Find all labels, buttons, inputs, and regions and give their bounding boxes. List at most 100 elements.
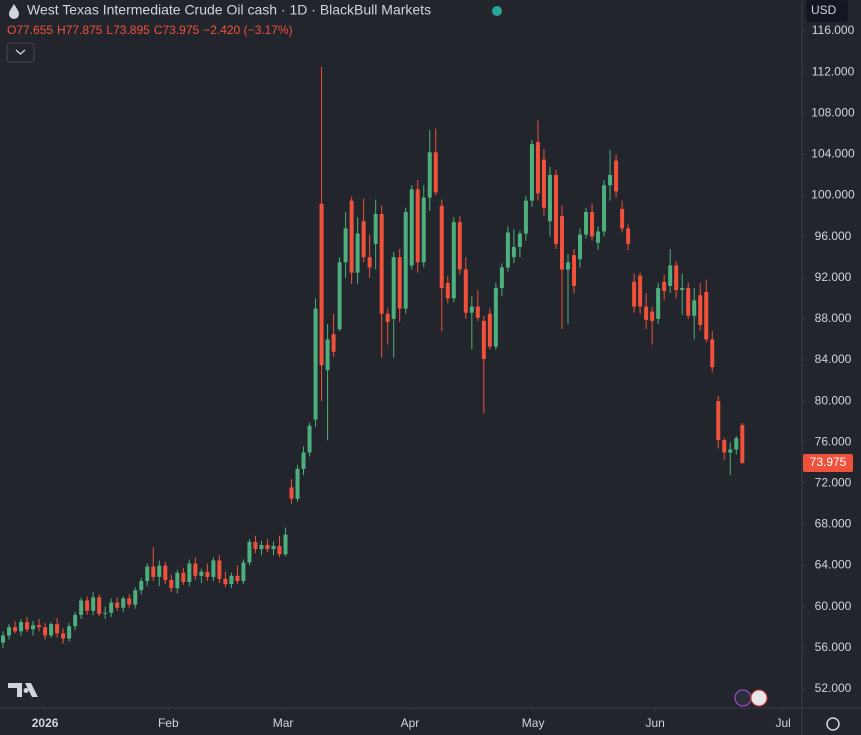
candle-body <box>13 627 18 632</box>
candle-body <box>337 262 342 330</box>
candle-body <box>283 534 288 555</box>
y-tick-label: 112.000 <box>812 64 855 78</box>
candle-body <box>523 200 528 234</box>
y-tick-label: 116.000 <box>812 23 855 37</box>
candle-body <box>139 580 144 591</box>
candle-body <box>535 142 540 194</box>
candle-body <box>367 257 372 268</box>
candle-body <box>193 563 198 576</box>
candle-body <box>295 468 300 499</box>
candle-body <box>608 174 613 186</box>
candle-body <box>379 214 384 314</box>
candle-body <box>289 487 294 499</box>
y-tick-label: 96.000 <box>815 229 852 243</box>
candle-body <box>722 440 727 453</box>
ohlc-item: L73.895 <box>106 23 150 37</box>
candle-body <box>493 288 498 347</box>
candle-body <box>247 541 252 563</box>
candle-body <box>650 311 655 321</box>
settings-icon[interactable] <box>826 717 840 731</box>
candle-body <box>115 602 120 608</box>
candle-body <box>163 565 168 580</box>
candle-body <box>223 578 228 585</box>
event-icon[interactable] <box>734 689 752 707</box>
y-tick-label: 88.000 <box>815 311 852 325</box>
candle-body <box>451 222 456 299</box>
logo <box>8 683 38 697</box>
candle-body <box>91 597 96 611</box>
candle-body <box>67 626 72 639</box>
candle-body <box>716 401 721 441</box>
candle-body <box>541 159 546 208</box>
candle-body <box>656 288 661 319</box>
candle-body <box>151 566 156 577</box>
ohlc-item: C73.975 <box>154 23 200 37</box>
candle-body <box>445 282 450 299</box>
currency: USD <box>811 3 837 17</box>
y-tick-label: 68.000 <box>815 517 852 531</box>
candle-body <box>43 627 48 636</box>
candle-body <box>686 288 691 316</box>
candle-body <box>698 295 703 326</box>
candle-body <box>409 189 414 266</box>
ohlc-text: O77.655 H77.875 L73.895 C73.975 −2.420 (−3.1… <box>7 23 293 37</box>
y-tick-label: 56.000 <box>815 640 852 654</box>
candle-body <box>638 275 643 307</box>
candle-body <box>331 334 336 352</box>
candle-body <box>121 598 126 608</box>
x-tick-label: 2026 <box>32 716 59 730</box>
candle-body <box>19 622 24 632</box>
candle-body <box>614 160 619 192</box>
flag-icon[interactable] <box>750 689 768 707</box>
candle-body <box>517 233 522 247</box>
candle-body <box>133 590 138 605</box>
candle-body <box>572 255 577 286</box>
candle-body <box>463 269 468 313</box>
candle-body <box>487 313 492 347</box>
x-tick-label: Jun <box>645 716 664 730</box>
candle-body <box>602 185 607 232</box>
last-price-box <box>803 454 853 473</box>
last-price-label: 73.975 <box>810 455 847 469</box>
candle-body <box>680 288 685 291</box>
x-tick-label: May <box>522 716 545 730</box>
ohlc-legend: O77.655 H77.875 L73.895 C73.975 −2.420 (−3.1… <box>7 23 293 37</box>
candle-body <box>559 216 564 270</box>
candle-body <box>241 562 246 581</box>
candle-body <box>553 174 558 244</box>
y-tick-label: 64.000 <box>815 558 852 572</box>
y-tick-label: 104.000 <box>811 147 855 161</box>
candle-body <box>644 306 649 320</box>
candle-body <box>253 541 258 550</box>
candle-body <box>211 560 216 577</box>
collapse-button[interactable] <box>6 42 35 63</box>
candle-body <box>205 571 210 577</box>
candle-body <box>421 197 426 263</box>
candle-body <box>692 300 697 316</box>
candle-body <box>61 633 66 639</box>
chart-title: West Texas Intermediate Crude Oil cash ·… <box>27 2 431 18</box>
candle-body <box>511 246 516 258</box>
candle-body <box>127 598 132 605</box>
candle-body <box>25 622 30 630</box>
candle-body <box>235 575 240 581</box>
candle-body <box>103 612 108 614</box>
candle-body <box>547 174 552 222</box>
candle-body <box>674 265 679 291</box>
plot <box>1 67 745 648</box>
candle-body <box>391 257 396 319</box>
candle-body <box>349 200 354 273</box>
candle-body <box>469 306 474 313</box>
candle-body <box>668 265 673 286</box>
candle-body <box>55 624 60 634</box>
candle-body <box>565 262 570 270</box>
candle-body <box>584 211 589 235</box>
candle-body <box>169 579 174 589</box>
currency-box[interactable] <box>806 0 848 22</box>
candle-body <box>343 228 348 263</box>
candle-body <box>307 425 312 453</box>
y-tick-label: 108.000 <box>811 105 855 119</box>
candle-body <box>373 214 378 244</box>
